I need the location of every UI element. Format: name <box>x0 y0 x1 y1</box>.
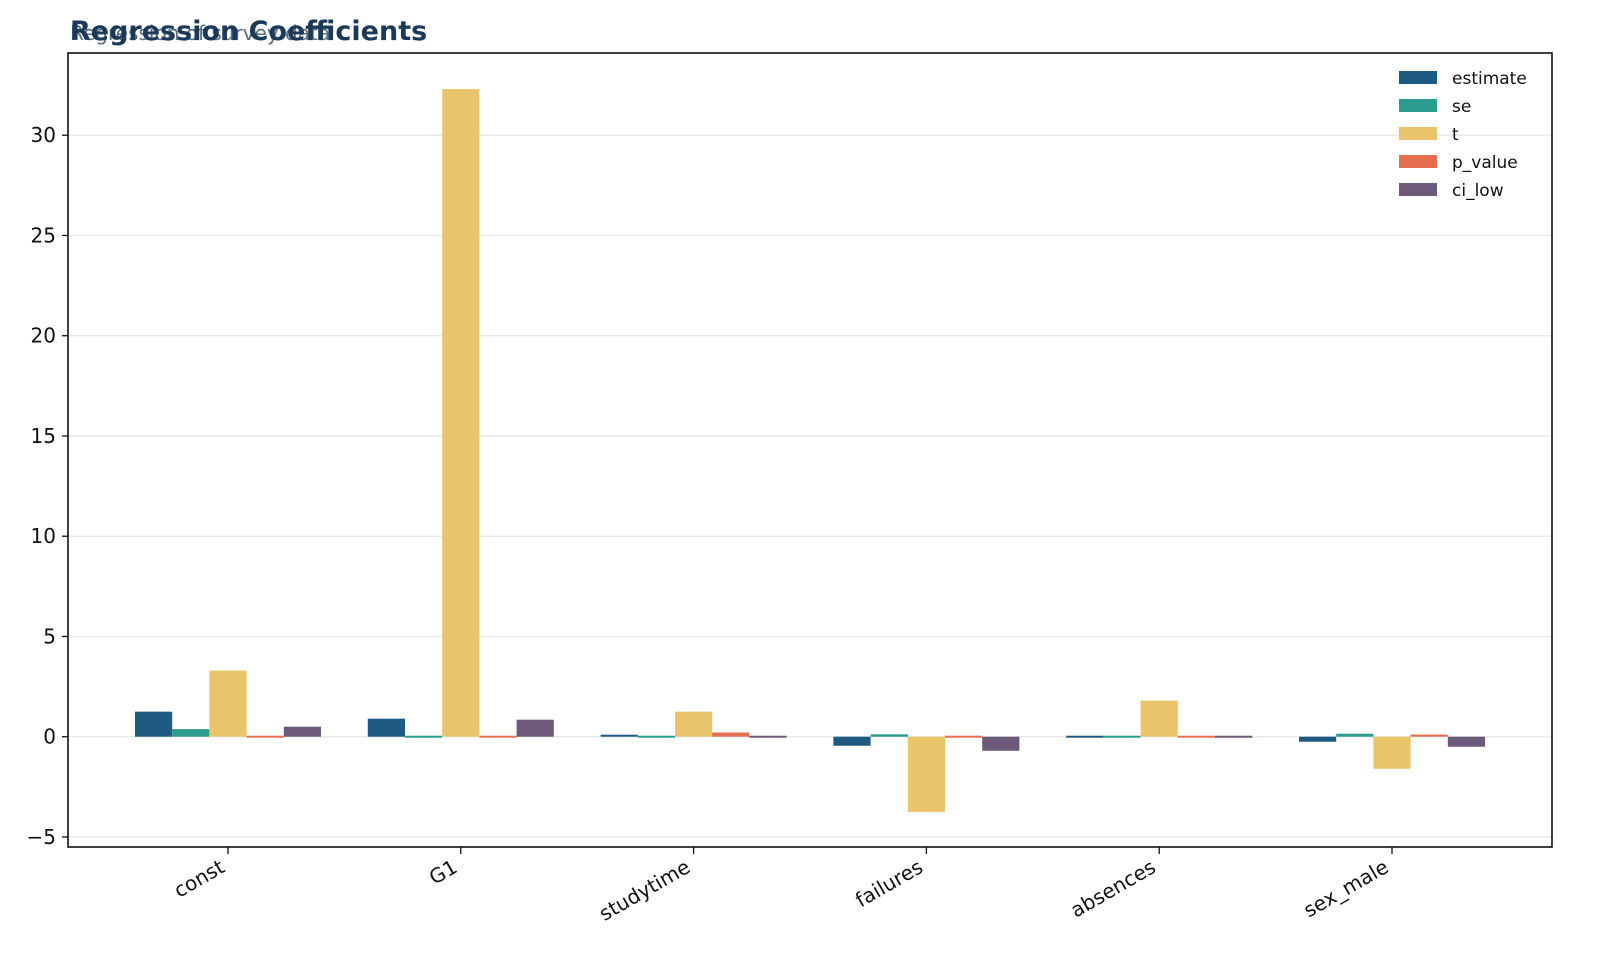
bar-ci-low-studytime <box>749 735 787 738</box>
bar-se-failures <box>870 734 908 737</box>
bar-p-value-absences <box>1177 735 1215 738</box>
x-tick-label: sex_male <box>1299 855 1392 923</box>
bar-t-G1 <box>442 89 480 737</box>
bar-ci-low-sex-male <box>1447 736 1485 747</box>
legend-swatch-ci-low <box>1399 183 1437 196</box>
y-tick-label: 25 <box>31 223 56 247</box>
x-tick-label: G1 <box>425 855 461 890</box>
bar-ci-low-G1 <box>516 719 554 737</box>
bar-ci-low-const <box>283 726 321 737</box>
x-tick-label: failures <box>851 855 927 913</box>
legend-swatch-p-value <box>1399 155 1437 168</box>
bar-estimate-failures <box>833 736 871 746</box>
y-tick-label: 30 <box>31 123 56 147</box>
bar-p-value-const <box>246 735 284 738</box>
y-tick-label: −5 <box>27 825 56 849</box>
plot-area-frame <box>67 52 1553 848</box>
bar-t-const <box>209 670 247 737</box>
bar-se-absences <box>1103 735 1141 738</box>
bar-t-failures <box>907 736 945 812</box>
bar-estimate-absences <box>1066 735 1104 738</box>
bar-se-G1 <box>405 735 443 738</box>
bar-p-value-G1 <box>479 735 517 738</box>
bar-estimate-G1 <box>367 718 405 737</box>
bar-se-sex-male <box>1336 733 1374 737</box>
x-tick-label: absences <box>1066 855 1159 923</box>
chart-title: Regression Coefficients <box>70 16 427 47</box>
legend-label-se: se <box>1452 97 1471 117</box>
bar-t-absences <box>1140 700 1178 737</box>
legend: estimate se t p_value ci_low <box>1399 69 1527 201</box>
y-tick-label: 20 <box>31 324 56 348</box>
y-tick-label: 0 <box>43 725 56 749</box>
x-tick-label: studytime <box>595 855 694 926</box>
x-axis: const G1 studytime failures absences sex_male <box>170 847 1393 926</box>
x-tick-label: const <box>170 854 229 902</box>
legend-label-t: t <box>1452 125 1459 145</box>
bar-estimate-studytime <box>600 734 638 737</box>
y-axis: −5 0 5 10 15 20 25 30 <box>27 123 68 849</box>
bar-se-studytime <box>637 735 675 738</box>
bar-p-value-sex-male <box>1410 734 1448 737</box>
legend-label-ci-low: ci_low <box>1452 181 1504 201</box>
bar-t-studytime <box>675 711 713 737</box>
legend-swatch-se <box>1399 99 1437 112</box>
bar-estimate-const <box>135 711 173 737</box>
legend-swatch-t <box>1399 127 1437 140</box>
bar-t-sex-male <box>1373 736 1411 769</box>
y-tick-label: 15 <box>31 424 56 448</box>
legend-label-p-value: p_value <box>1452 153 1518 173</box>
bar-ci-low-failures <box>982 736 1020 751</box>
bar-se-const <box>172 729 210 737</box>
bar-p-value-studytime <box>712 732 750 737</box>
bar-ci-low-absences <box>1215 735 1253 738</box>
legend-label-estimate: estimate <box>1452 69 1527 89</box>
bar-estimate-sex-male <box>1299 736 1337 742</box>
y-tick-label: 10 <box>31 524 56 548</box>
y-tick-label: 5 <box>43 624 56 648</box>
legend-swatch-estimate <box>1399 71 1437 84</box>
bar-p-value-failures <box>945 735 983 738</box>
bars <box>135 89 1485 812</box>
chart-subtitle: Regression of survey data <box>70 21 330 45</box>
